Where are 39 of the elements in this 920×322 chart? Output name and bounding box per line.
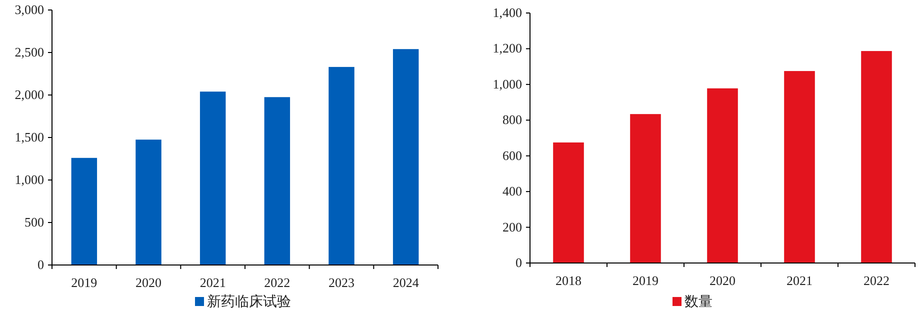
x-tick-label: 2024 — [392, 275, 420, 290]
y-tick-label: 800 — [502, 112, 522, 128]
x-tick-label: 2021 — [200, 275, 226, 290]
y-tick-label: 0 — [38, 257, 44, 272]
bar — [136, 140, 162, 265]
x-tick-label: 2023 — [328, 275, 354, 290]
y-tick-label: 600 — [502, 148, 522, 163]
x-tick-label: 2019 — [632, 273, 658, 288]
y-tick-label: 2,000 — [14, 87, 44, 102]
bar — [630, 114, 661, 263]
x-tick-label: 2020 — [136, 275, 162, 290]
bar — [553, 142, 584, 263]
bar — [707, 88, 738, 263]
y-tick-label: 1,000 — [492, 76, 522, 92]
x-tick-label: 2019 — [71, 275, 98, 290]
y-tick-label: 400 — [502, 184, 522, 199]
y-tick-label: 1,000 — [14, 172, 44, 187]
x-tick-label: 2022 — [264, 275, 290, 290]
x-tick-label: 2022 — [864, 273, 890, 288]
x-tick-label: 2021 — [786, 273, 812, 288]
legend-label: 数量 — [684, 294, 712, 310]
y-tick-label: 1,500 — [14, 130, 44, 144]
y-tick-label: 3,000 — [14, 2, 44, 17]
x-tick-label: 2020 — [710, 273, 736, 288]
y-tick-label: 500 — [24, 214, 44, 230]
legend-label: 新药临床试验 — [207, 294, 291, 310]
y-tick-label: 1,400 — [492, 5, 522, 20]
bar — [71, 158, 98, 265]
y-tick-label: 2,500 — [14, 44, 44, 60]
y-tick-label: 0 — [516, 255, 522, 270]
bar — [264, 97, 290, 265]
bar — [861, 51, 892, 263]
bar — [328, 66, 354, 265]
bar — [392, 49, 419, 265]
bar — [200, 92, 226, 265]
x-tick-label: 2018 — [556, 273, 582, 288]
y-tick-label: 1,200 — [492, 40, 522, 56]
bar — [784, 71, 815, 263]
y-tick-label: 200 — [502, 219, 522, 234]
